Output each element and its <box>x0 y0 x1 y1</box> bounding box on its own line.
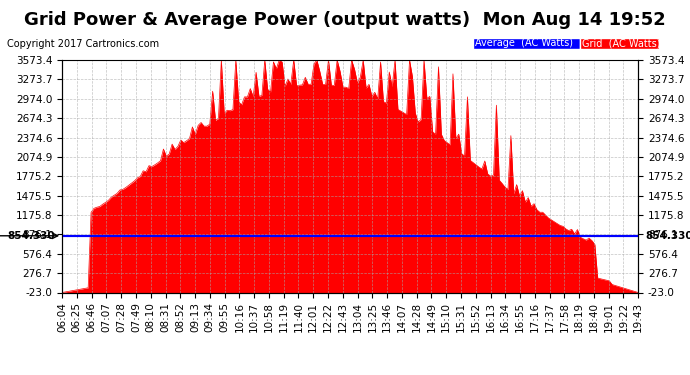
Text: Grid Power & Average Power (output watts)  Mon Aug 14 19:52: Grid Power & Average Power (output watts… <box>24 11 666 29</box>
Text: Copyright 2017 Cartronics.com: Copyright 2017 Cartronics.com <box>7 39 159 50</box>
Text: Grid  (AC Watts): Grid (AC Watts) <box>582 38 660 48</box>
Text: 854.330: 854.330 <box>8 231 55 241</box>
Text: Average  (AC Watts): Average (AC Watts) <box>475 38 573 48</box>
Text: 854.330: 854.330 <box>645 231 690 241</box>
